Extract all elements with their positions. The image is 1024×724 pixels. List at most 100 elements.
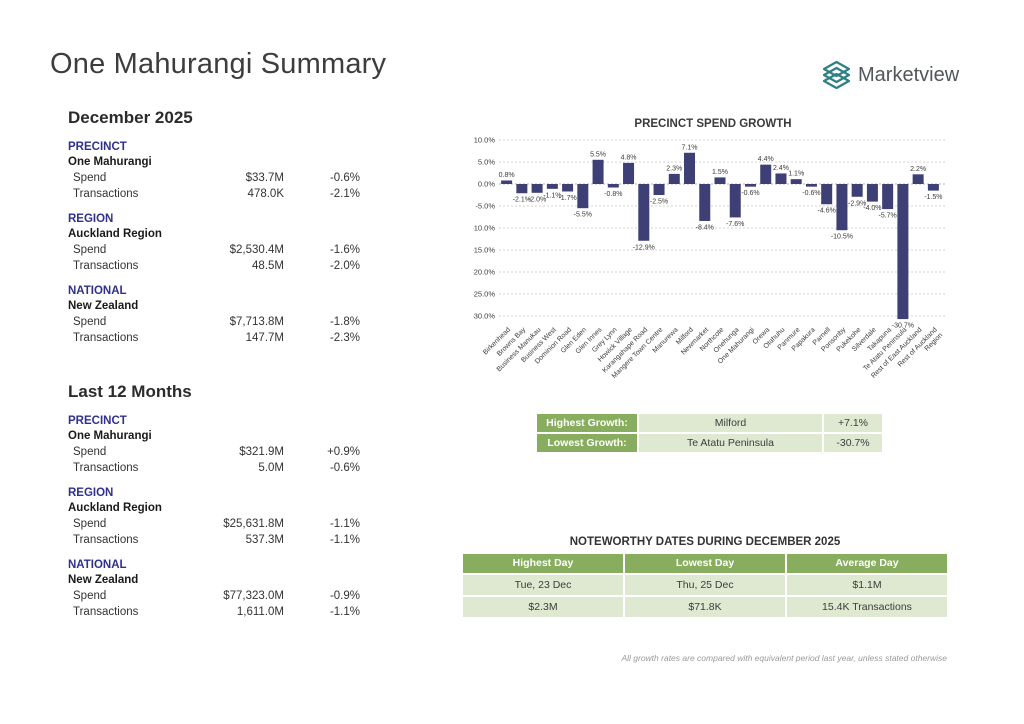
- metric-change: -0.6%: [329, 462, 360, 474]
- growth-row-label: Highest Growth:: [537, 414, 637, 432]
- bar-value-label: -0.8%: [604, 191, 622, 198]
- category-label: NATIONAL: [68, 559, 127, 571]
- metric-label: Spend: [73, 316, 107, 328]
- metric-change: -1.1%: [329, 534, 360, 546]
- metric-row: Transactions 478.0K -2.1%: [68, 186, 360, 202]
- y-axis-tick-label: 5.0%: [478, 158, 495, 167]
- bar-pukekohe: [851, 184, 863, 197]
- bar-howick-village: [623, 162, 635, 184]
- noteworthy-title: NOTEWORTHY DATES DURING DECEMBER 2025: [569, 536, 841, 548]
- precinct-spend-growth-chart: PRECINCT SPEND GROWTH 10.0% 5.0% 0.0% -5.0%…: [471, 118, 953, 402]
- bar-value-label: -2.1%: [513, 197, 531, 204]
- bar-orewa: [760, 164, 772, 184]
- growth-row-value: -30.7%: [824, 434, 882, 452]
- bar-glen-eden: [577, 184, 589, 209]
- summary-group: REGION Auckland Region Spend $2,530.4M -1.6%…: [68, 212, 360, 274]
- section-heading: Last 12 Months: [68, 382, 192, 401]
- y-axis-tick-label: -5.0%: [475, 202, 495, 211]
- noteworthy-data-cell: 15.4K Transactions: [787, 597, 947, 617]
- bar-value-label: -4.0%: [863, 205, 881, 212]
- metric-value: 478.0K: [247, 188, 284, 200]
- group-name: Auckland Region: [68, 502, 162, 514]
- bar-birkenhead: [501, 180, 513, 184]
- bar-value-label: 2.3%: [666, 165, 682, 172]
- metric-value: 48.5M: [252, 260, 284, 272]
- metric-label: Transactions: [73, 332, 139, 344]
- metric-row: Transactions 48.5M -2.0%: [68, 258, 360, 274]
- growth-row-label: Lowest Growth:: [537, 434, 637, 452]
- bar-onehunga: [729, 184, 741, 218]
- metric-value: 537.3M: [245, 534, 284, 546]
- category-label: NATIONAL: [68, 285, 127, 297]
- bar-manurewa: [668, 173, 680, 184]
- metric-value: 147.7M: [245, 332, 284, 344]
- y-axis-tick-label: -15.0%: [473, 246, 495, 255]
- summary-group: PRECINCT One Mahurangi Spend $33.7M -0.6% Tra…: [68, 140, 360, 202]
- bar-karangahape-road: [638, 184, 650, 241]
- bar-value-label: -5.5%: [574, 212, 592, 219]
- metric-value: $33.7M: [245, 172, 284, 184]
- metric-value: $7,713.8M: [229, 316, 284, 328]
- bar-value-label: -4.6%: [818, 208, 836, 215]
- bar-value-label: -10.5%: [831, 234, 853, 241]
- bar-rest-of-east-auckland: [912, 174, 924, 184]
- summary-panel: December 2025 PRECINCT One Mahurangi Spend $…: [68, 108, 360, 630]
- summary-section: December 2025 PRECINCT One Mahurangi Spend $…: [68, 108, 360, 346]
- noteworthy-header-cell: Highest Day: [463, 554, 623, 573]
- bar-value-label: -30.7%: [892, 323, 914, 330]
- metric-row: Spend $25,631.8M -1.1%: [68, 516, 360, 532]
- metric-row: Transactions 147.7M -2.3%: [68, 330, 360, 346]
- metric-label: Transactions: [73, 462, 139, 474]
- bar-panmure: [790, 179, 802, 184]
- metric-change: -1.1%: [329, 518, 360, 530]
- metric-change: -1.8%: [329, 316, 360, 328]
- bar-value-label: 2.4%: [773, 165, 789, 172]
- bar-one-mahurangi: [744, 184, 756, 187]
- bar-value-label: -2.5%: [650, 199, 668, 206]
- metric-value: $321.9M: [239, 446, 284, 458]
- bar-northcote: [714, 177, 726, 184]
- bar-business-manukau: [531, 184, 543, 193]
- bar-silverdale: [866, 184, 878, 202]
- layers-diamond-icon: [822, 60, 851, 90]
- metric-label: Transactions: [73, 188, 139, 200]
- growth-row-name: Te Atatu Peninsula: [639, 434, 822, 452]
- bar-value-label: -1.1%: [543, 192, 561, 199]
- noteworthy-header-cell: Average Day: [787, 554, 947, 573]
- brand-name: Marketview: [858, 64, 960, 86]
- bar-te-atatu-peninsula: [897, 184, 909, 320]
- noteworthy-dates-section: NOTEWORTHY DATES DURING DECEMBER 2025 Hi…: [463, 536, 947, 619]
- bar-value-label: 5.5%: [590, 151, 606, 158]
- bar-chart-canvas: 10.0% 5.0% 0.0% -5.0% -10.0% -15.0% -20.0% -25.…: [471, 136, 947, 380]
- bar-value-label: -12.9%: [633, 244, 655, 251]
- metric-row: Transactions 1,611.0M -1.1%: [68, 604, 360, 620]
- bar-browns-bay: [516, 184, 528, 194]
- bar-papakura: [805, 184, 817, 187]
- growth-row: Lowest Growth: Te Atatu Peninsula -30.7%: [537, 434, 882, 452]
- metric-label: Transactions: [73, 260, 139, 272]
- bar-value-label: -2.0%: [528, 196, 546, 203]
- bar-mangere-town-centre: [653, 184, 665, 195]
- category-label: PRECINCT: [68, 415, 127, 427]
- metric-label: Spend: [73, 446, 107, 458]
- summary-group: PRECINCT One Mahurangi Spend $321.9M +0.9% Tr…: [68, 414, 360, 476]
- noteworthy-header-row: Highest Day Lowest Day Average Day: [463, 554, 947, 573]
- metric-row: Spend $33.7M -0.6%: [68, 170, 360, 186]
- group-name: One Mahurangi: [68, 430, 152, 442]
- y-axis-tick-label: -25.0%: [473, 290, 495, 299]
- y-axis-tick-label: -30.0%: [473, 312, 495, 321]
- bar-otahuhu: [775, 173, 787, 184]
- noteworthy-data-row: $2.3M $71.8K 15.4K Transactions: [463, 597, 947, 617]
- noteworthy-data-cell: Tue, 23 Dec: [463, 575, 623, 595]
- noteworthy-dates-table: Highest Day Lowest Day Average Day Tue, 23 …: [463, 554, 947, 617]
- footnote: All growth rates are compared with equiv…: [621, 653, 947, 663]
- bar-ponsonby: [836, 184, 848, 231]
- noteworthy-data-cell: $1.1M: [787, 575, 947, 595]
- page-title: One Mahurangi Summary: [50, 48, 387, 80]
- metric-change: -2.1%: [329, 188, 360, 200]
- y-axis-tick-label: 0.0%: [478, 180, 495, 189]
- bar-value-label: -2.9%: [848, 200, 866, 207]
- bar-parnell: [821, 184, 833, 205]
- bar-milford: [684, 152, 696, 184]
